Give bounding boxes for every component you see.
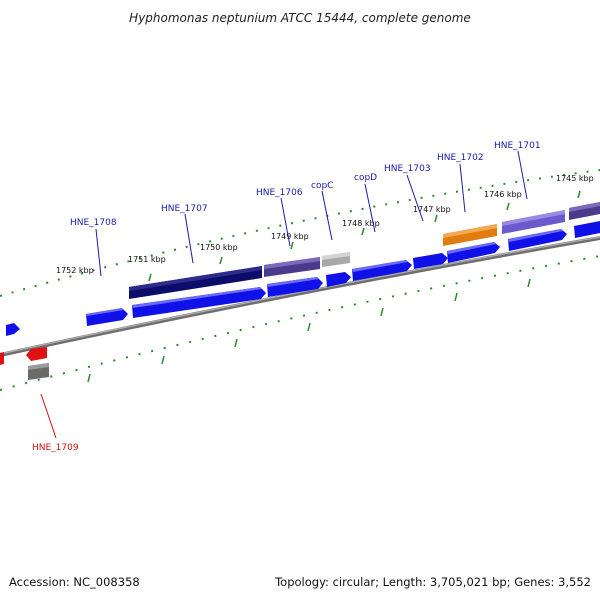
feature-bar-hne1709-shine: [28, 363, 49, 370]
gene-label-hne1706[interactable]: HNE_1706: [256, 188, 303, 198]
inner-major-tick: [87, 373, 91, 383]
cds-arrow-forward[interactable]: [447, 242, 500, 263]
leader-hne1701: [517, 150, 528, 200]
kbp-tick-label: 1751 kbp: [128, 255, 166, 264]
inner-tick-ring: [0, 255, 600, 391]
outer-tick-ring: [0, 169, 600, 297]
outer-major-tick: [219, 256, 223, 265]
genome-backbone-highlight: [0, 236, 600, 355]
genome-summary-text: Topology: circular; Length: 3,705,021 bp…: [274, 575, 591, 589]
cds-arrow-reverse[interactable]: [0, 352, 4, 365]
cds-arrow-forward[interactable]: [413, 253, 448, 269]
gene-labels: HNE_1708 HNE_1707 HNE_1706 copC copD HNE…: [32, 141, 541, 453]
cds-arrow-forward[interactable]: [267, 277, 323, 297]
genome-title: Hyphomonas neptunium ATCC 15444, complet…: [129, 11, 471, 25]
inner-major-tick: [527, 278, 531, 288]
outer-major-tick: [434, 214, 438, 223]
cds-arrow-forward[interactable]: [326, 272, 351, 287]
kbp-tick-label: 1745 kbp: [556, 174, 594, 183]
label-leaders: [40, 150, 528, 439]
forward-cds-shine: [86, 229, 563, 316]
feature-bar-copc-shine: [322, 252, 350, 260]
outer-major-tick: [290, 241, 294, 250]
outer-major-tick: [148, 273, 152, 282]
cds-arrow-forward[interactable]: [574, 221, 600, 238]
outer-major-tick: [577, 190, 581, 199]
forward-cds-track: [6, 221, 600, 336]
inner-major-tick: [307, 322, 311, 332]
outer-major-tick: [361, 227, 365, 236]
cds-arrow-forward[interactable]: [132, 287, 266, 318]
kbp-tick-label: 1749 kbp: [271, 232, 309, 241]
kbp-tick-label: 1746 kbp: [484, 190, 522, 199]
gene-label-hne1707[interactable]: HNE_1707: [161, 204, 208, 214]
inner-major-tick: [234, 338, 238, 348]
kbp-tick-label: 1747 kbp: [413, 205, 451, 214]
feature-bar-hne1708-shine: [129, 266, 262, 291]
leader-hne1708: [95, 228, 102, 277]
leader-copd: [364, 183, 376, 233]
cds-arrow-forward[interactable]: [352, 260, 412, 281]
gene-label-hne1708[interactable]: HNE_1708: [70, 218, 117, 228]
feature-bar-hne1702-shine: [443, 224, 497, 238]
reverse-cds-track: [0, 347, 49, 380]
kbp-labels: 1752 kbp 1751 kbp 1750 kbp 1749 kbp 1748…: [56, 174, 594, 275]
outer-major-tick: [506, 202, 510, 211]
inner-major-tick: [454, 292, 458, 302]
gene-label-hne1702[interactable]: HNE_1702: [437, 153, 484, 163]
leader-hne1709: [40, 393, 57, 439]
cds-arrow-forward[interactable]: [6, 323, 20, 336]
kbp-tick-label: 1748 kbp: [342, 219, 380, 228]
gene-label-hne1703[interactable]: HNE_1703: [384, 164, 431, 174]
inner-major-tick: [380, 307, 384, 317]
outer-tick-dots: [0, 169, 600, 297]
feature-bar-hne1701-shine: [502, 210, 565, 226]
cds-arrow-forward[interactable]: [508, 229, 567, 251]
accession-text: Accession: NC_008358: [9, 575, 140, 589]
inner-major-tick: [161, 355, 165, 365]
feature-track-outer: [129, 202, 600, 299]
gene-label-hne1709[interactable]: HNE_1709: [32, 443, 79, 453]
gene-label-copd[interactable]: copD: [354, 173, 377, 183]
leader-copc: [321, 190, 333, 241]
gene-label-copc[interactable]: copC: [311, 181, 333, 191]
leader-hne1703: [406, 174, 424, 222]
leader-hne1706: [280, 197, 291, 247]
feature-bar-next-shine: [569, 202, 600, 212]
kbp-tick-label: 1752 kbp: [56, 266, 94, 275]
genome-backbone: [0, 236, 600, 357]
leader-hne1702: [459, 163, 466, 213]
leader-hne1707: [184, 213, 194, 264]
cds-arrow-reverse[interactable]: [26, 347, 47, 361]
kbp-tick-label: 1750 kbp: [200, 243, 238, 252]
feature-bar-hne1706-shine: [264, 257, 320, 269]
gene-label-hne1701[interactable]: HNE_1701: [494, 141, 541, 151]
